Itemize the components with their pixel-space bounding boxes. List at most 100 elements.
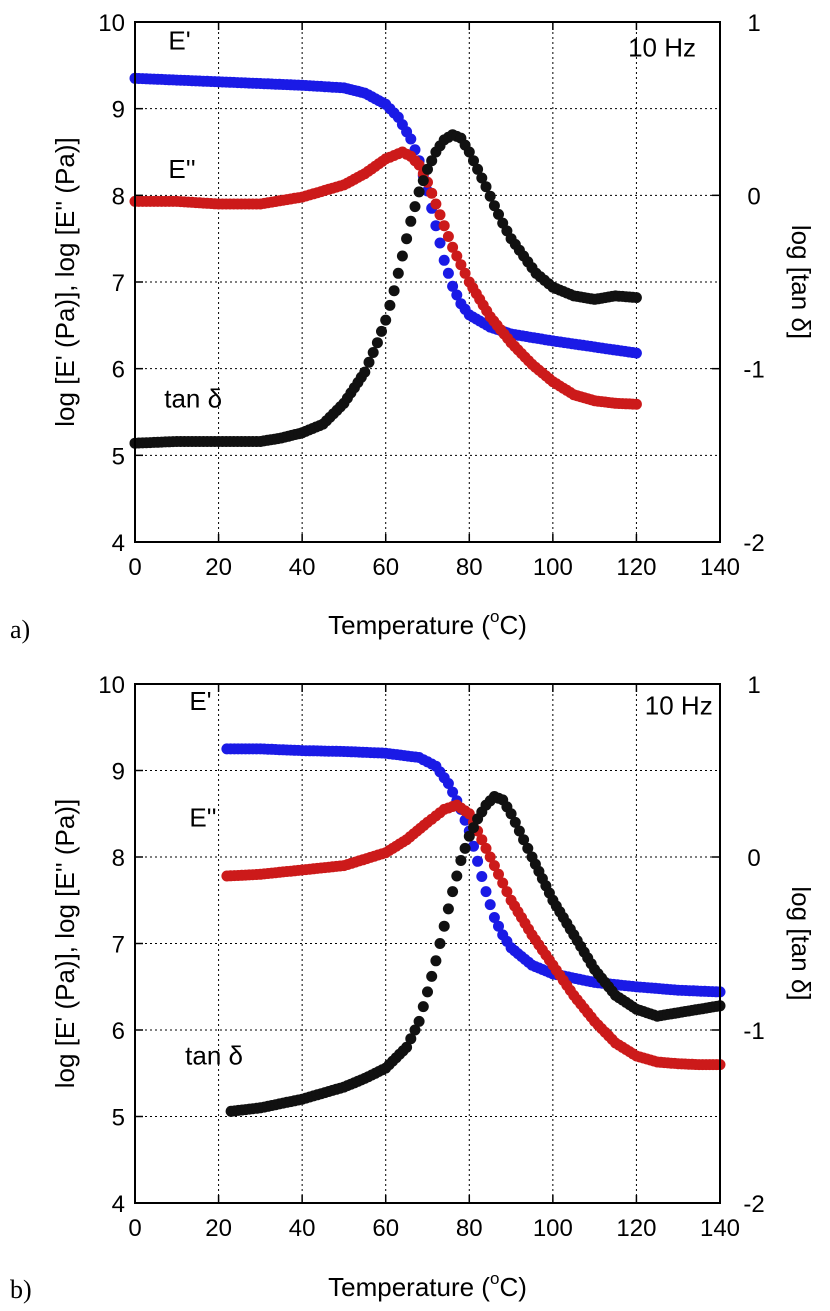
x-tick-label: 60	[372, 1215, 399, 1242]
data-point	[426, 970, 438, 982]
y-axis-label: log [E' (Pa)], log [E'' (Pa)]	[50, 137, 80, 426]
data-point	[430, 955, 442, 967]
data-point	[459, 842, 471, 854]
data-point	[493, 208, 504, 220]
data-point	[451, 870, 463, 882]
data-point	[455, 259, 467, 271]
x-axis-label-unit: C)	[499, 1272, 526, 1302]
data-point	[480, 842, 492, 854]
y-tick-label: 10	[98, 672, 125, 699]
data-point	[476, 172, 488, 184]
data-point	[484, 190, 496, 202]
data-point	[384, 299, 396, 311]
data-point	[392, 267, 404, 279]
x-tick-label: 20	[205, 1215, 232, 1242]
data-point	[413, 186, 425, 198]
x-axis-label: Temperature (oC)	[328, 1269, 527, 1302]
data-point	[401, 1041, 413, 1053]
data-point	[417, 1001, 429, 1013]
x-axis-label-degree: o	[490, 1269, 499, 1288]
data-point	[501, 886, 513, 898]
data-point	[493, 920, 504, 932]
data-point	[422, 163, 433, 175]
y-axis-label: log [E' (Pa)], log [E'' (Pa)]	[50, 799, 80, 1088]
e-double-prime-series	[129, 146, 642, 410]
e-prime-series	[129, 72, 642, 359]
data-point	[468, 155, 479, 167]
data-point	[463, 146, 475, 158]
grid	[135, 22, 720, 542]
data-point	[488, 860, 500, 872]
data-point	[522, 842, 534, 854]
data-point	[438, 254, 450, 266]
grid	[135, 684, 720, 1203]
y-tick-label: 10	[98, 10, 125, 37]
annotation-label: 10 Hz	[645, 690, 713, 720]
x-tick-label: 100	[533, 1215, 573, 1242]
chart-panel-a: 0 20 40 60 80 100 120 140 4 5 6 7 8 9 10 -2 -1 0 1 Temperat…	[10, 10, 816, 644]
data-point	[413, 1015, 425, 1027]
data-point	[505, 808, 517, 820]
data-point	[396, 250, 408, 262]
e-double-prime-series	[221, 799, 726, 1071]
y-tick-label: 6	[112, 357, 125, 384]
y2-tick-label: 0	[747, 183, 760, 210]
plot-frame	[134, 21, 721, 543]
data-point	[442, 903, 454, 915]
annotation-label: E'	[189, 686, 211, 716]
data-point	[409, 201, 421, 213]
data-point	[447, 786, 459, 798]
y2-tick-label: -1	[743, 357, 764, 384]
y2-tick-label: 1	[747, 672, 760, 699]
data-point	[405, 133, 417, 145]
data-point	[497, 877, 509, 889]
data-point	[434, 237, 446, 249]
data-point	[463, 808, 475, 820]
y2-tick-label: -2	[743, 530, 764, 557]
data-point	[476, 871, 488, 882]
y-tick-label: 5	[112, 1105, 125, 1132]
x-tick-label: 60	[372, 554, 399, 581]
x-tick-label: 100	[533, 554, 573, 581]
data-point	[380, 314, 392, 326]
x-axis-label-unit: C)	[499, 610, 526, 640]
data-point	[472, 163, 484, 175]
data-point	[472, 855, 484, 867]
annotation-label: tan δ	[164, 384, 222, 414]
y-tick-label: 9	[112, 759, 125, 786]
tan-delta-series	[129, 129, 642, 449]
y-tick-label: 5	[112, 443, 125, 470]
data-point	[451, 289, 463, 301]
y2-tick-label: -2	[743, 1191, 764, 1218]
y-tick-label: 6	[112, 1018, 125, 1045]
data-point	[426, 187, 438, 199]
x-tick-label: 120	[616, 554, 656, 581]
data-point	[630, 398, 642, 410]
data-point	[459, 267, 471, 279]
data-point	[388, 285, 400, 297]
data-point	[434, 209, 446, 221]
x-axis-label-degree: o	[490, 607, 499, 626]
x-axis-label-text: Temperature (	[328, 1272, 490, 1302]
data-point	[430, 220, 442, 232]
data-point	[376, 325, 387, 337]
y-tick-label: 7	[112, 932, 125, 959]
data-point	[480, 886, 492, 898]
x-tick-label: 140	[700, 1215, 740, 1242]
x-tick-label: 40	[289, 554, 316, 581]
y-tick-label: 8	[112, 845, 125, 872]
data-point	[442, 267, 454, 279]
data-point	[405, 215, 417, 227]
y2-axis-label: log [tan δ]	[786, 886, 816, 1000]
y-tick-label: 7	[112, 270, 125, 297]
y-tick-label: 8	[112, 183, 125, 210]
data-point	[409, 1024, 421, 1036]
data-point	[630, 292, 642, 304]
x-tick-label: 80	[456, 554, 483, 581]
chart-panel-b: 0 20 40 60 80 100 120 140 4 5 6 7 8 9 10 -2 -1 0 1 Temperat…	[10, 672, 816, 1304]
data-point	[363, 356, 375, 368]
x-axis-label: Temperature (oC)	[328, 607, 527, 640]
y2-tick-label: 1	[747, 10, 760, 37]
x-tick-label: 80	[456, 1215, 483, 1242]
x-tick-label: 40	[289, 1215, 316, 1242]
